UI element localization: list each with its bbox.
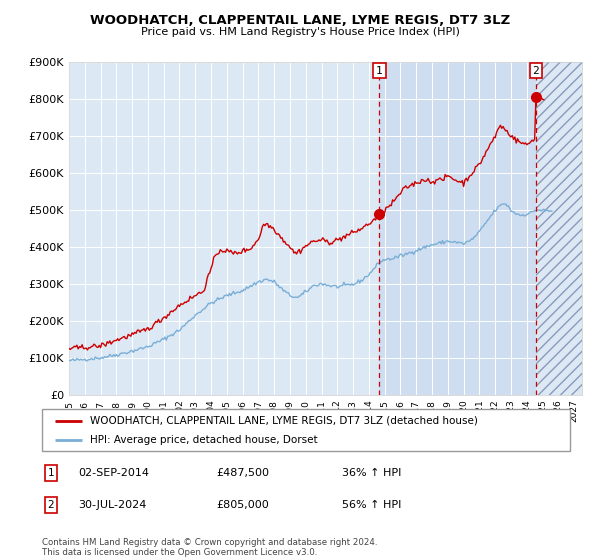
Text: 36% ↑ HPI: 36% ↑ HPI xyxy=(342,468,401,478)
Text: WOODHATCH, CLAPPENTAIL LANE, LYME REGIS, DT7 3LZ (detached house): WOODHATCH, CLAPPENTAIL LANE, LYME REGIS,… xyxy=(89,416,478,426)
Text: 2: 2 xyxy=(533,66,539,76)
Text: Contains HM Land Registry data © Crown copyright and database right 2024.
This d: Contains HM Land Registry data © Crown c… xyxy=(42,538,377,557)
Text: Price paid vs. HM Land Registry's House Price Index (HPI): Price paid vs. HM Land Registry's House … xyxy=(140,27,460,38)
Bar xyxy=(536,62,582,395)
Bar xyxy=(379,62,536,395)
Text: 30-JUL-2024: 30-JUL-2024 xyxy=(78,500,146,510)
Text: 2: 2 xyxy=(47,500,55,510)
Text: HPI: Average price, detached house, Dorset: HPI: Average price, detached house, Dors… xyxy=(89,435,317,445)
Text: 1: 1 xyxy=(376,66,383,76)
Text: 1: 1 xyxy=(47,468,55,478)
Text: 56% ↑ HPI: 56% ↑ HPI xyxy=(342,500,401,510)
Text: £805,000: £805,000 xyxy=(216,500,269,510)
Text: 02-SEP-2014: 02-SEP-2014 xyxy=(78,468,149,478)
Text: £487,500: £487,500 xyxy=(216,468,269,478)
FancyBboxPatch shape xyxy=(42,409,570,451)
Text: WOODHATCH, CLAPPENTAIL LANE, LYME REGIS, DT7 3LZ: WOODHATCH, CLAPPENTAIL LANE, LYME REGIS,… xyxy=(90,14,510,27)
